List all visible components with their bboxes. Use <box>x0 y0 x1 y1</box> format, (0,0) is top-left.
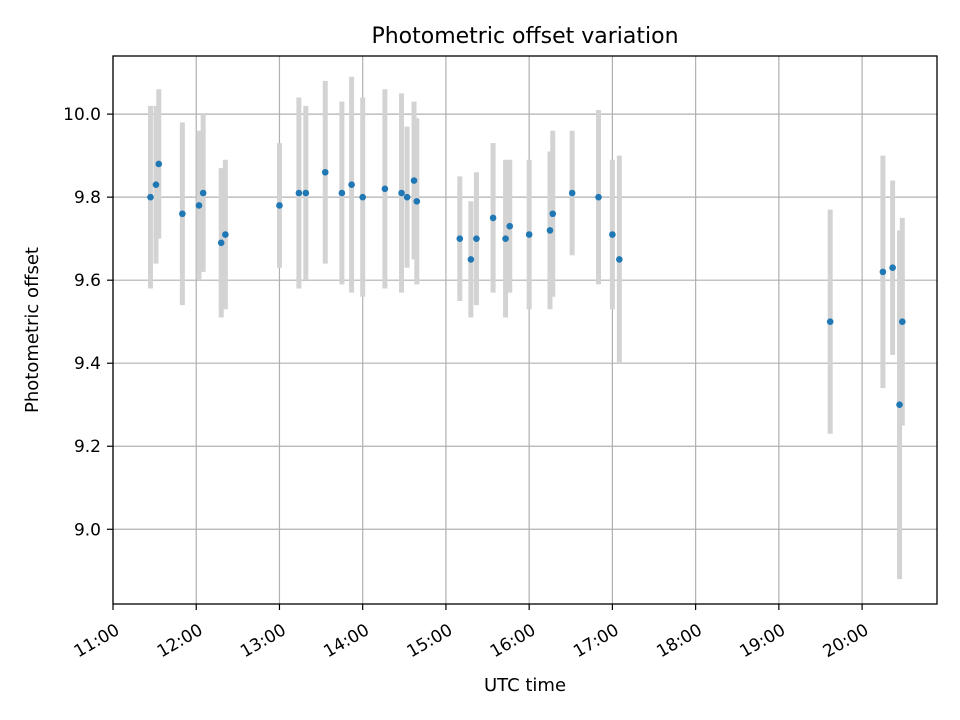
data-point <box>195 202 203 209</box>
x-tick-label: 18:00 <box>653 620 705 662</box>
data-point <box>456 235 464 242</box>
grid-lines <box>112 56 937 604</box>
data-point <box>359 193 366 201</box>
x-tick-label: 15:00 <box>404 620 456 662</box>
data-point <box>295 189 303 197</box>
error-bars <box>147 76 905 580</box>
data-point <box>549 210 557 218</box>
data-point <box>381 185 389 193</box>
data-point <box>276 202 283 209</box>
data-point <box>398 189 405 197</box>
data-point <box>467 256 475 263</box>
y-tick-label: 9.6 <box>74 271 101 291</box>
x-tick-label: 16:00 <box>487 620 539 662</box>
data-point <box>502 235 509 242</box>
x-axis-label: UTC time <box>484 675 566 696</box>
y-axis-label: Photometric offset <box>22 247 43 413</box>
data-point <box>413 198 421 205</box>
data-point <box>199 189 207 197</box>
data-point <box>489 214 497 222</box>
data-point <box>546 227 554 234</box>
data-point <box>338 189 346 197</box>
data-point <box>348 181 355 188</box>
data-point <box>889 264 896 272</box>
data-point <box>616 256 623 263</box>
data-point <box>152 181 160 188</box>
data-point <box>179 210 186 218</box>
x-tick-label: 14:00 <box>320 620 372 662</box>
plot-frame <box>112 55 938 605</box>
data-point <box>403 193 411 201</box>
data-point <box>155 160 163 168</box>
data-point <box>826 318 834 325</box>
data-point <box>410 177 418 184</box>
data-point <box>609 231 616 238</box>
x-tick-label: 20:00 <box>820 620 872 662</box>
data-point <box>896 401 903 409</box>
y-axis-ticks: 9.0 9.2 9.4 9.6 9.8 10.0 <box>63 105 113 540</box>
data-point <box>217 239 225 247</box>
x-tick-label: 19:00 <box>737 620 789 662</box>
data-point <box>506 222 514 230</box>
y-tick-label: 9.0 <box>74 520 101 540</box>
data-point <box>525 231 533 238</box>
data-point <box>222 231 229 238</box>
data-point <box>147 193 154 201</box>
data-points <box>147 160 906 409</box>
y-tick-label: 9.4 <box>74 354 101 374</box>
data-point <box>568 189 576 197</box>
data-point <box>321 168 329 176</box>
x-tick-label: 11:00 <box>71 620 123 662</box>
x-tick-label: 12:00 <box>154 620 206 662</box>
x-axis-ticks: 11:00 12:00 13:00 14:00 15:00 16:00 17:00 18:00… <box>71 604 872 662</box>
y-tick-label: 9.8 <box>74 188 101 208</box>
data-point <box>473 235 480 242</box>
chart-title: Photometric offset variation <box>371 24 678 49</box>
data-point <box>302 189 310 197</box>
data-point <box>595 193 602 201</box>
y-tick-label: 9.2 <box>74 437 101 457</box>
y-tick-label: 10.0 <box>63 105 101 125</box>
data-point <box>879 268 887 276</box>
x-tick-label: 13:00 <box>237 620 289 662</box>
x-tick-label: 17:00 <box>570 620 622 662</box>
data-point <box>899 318 906 325</box>
